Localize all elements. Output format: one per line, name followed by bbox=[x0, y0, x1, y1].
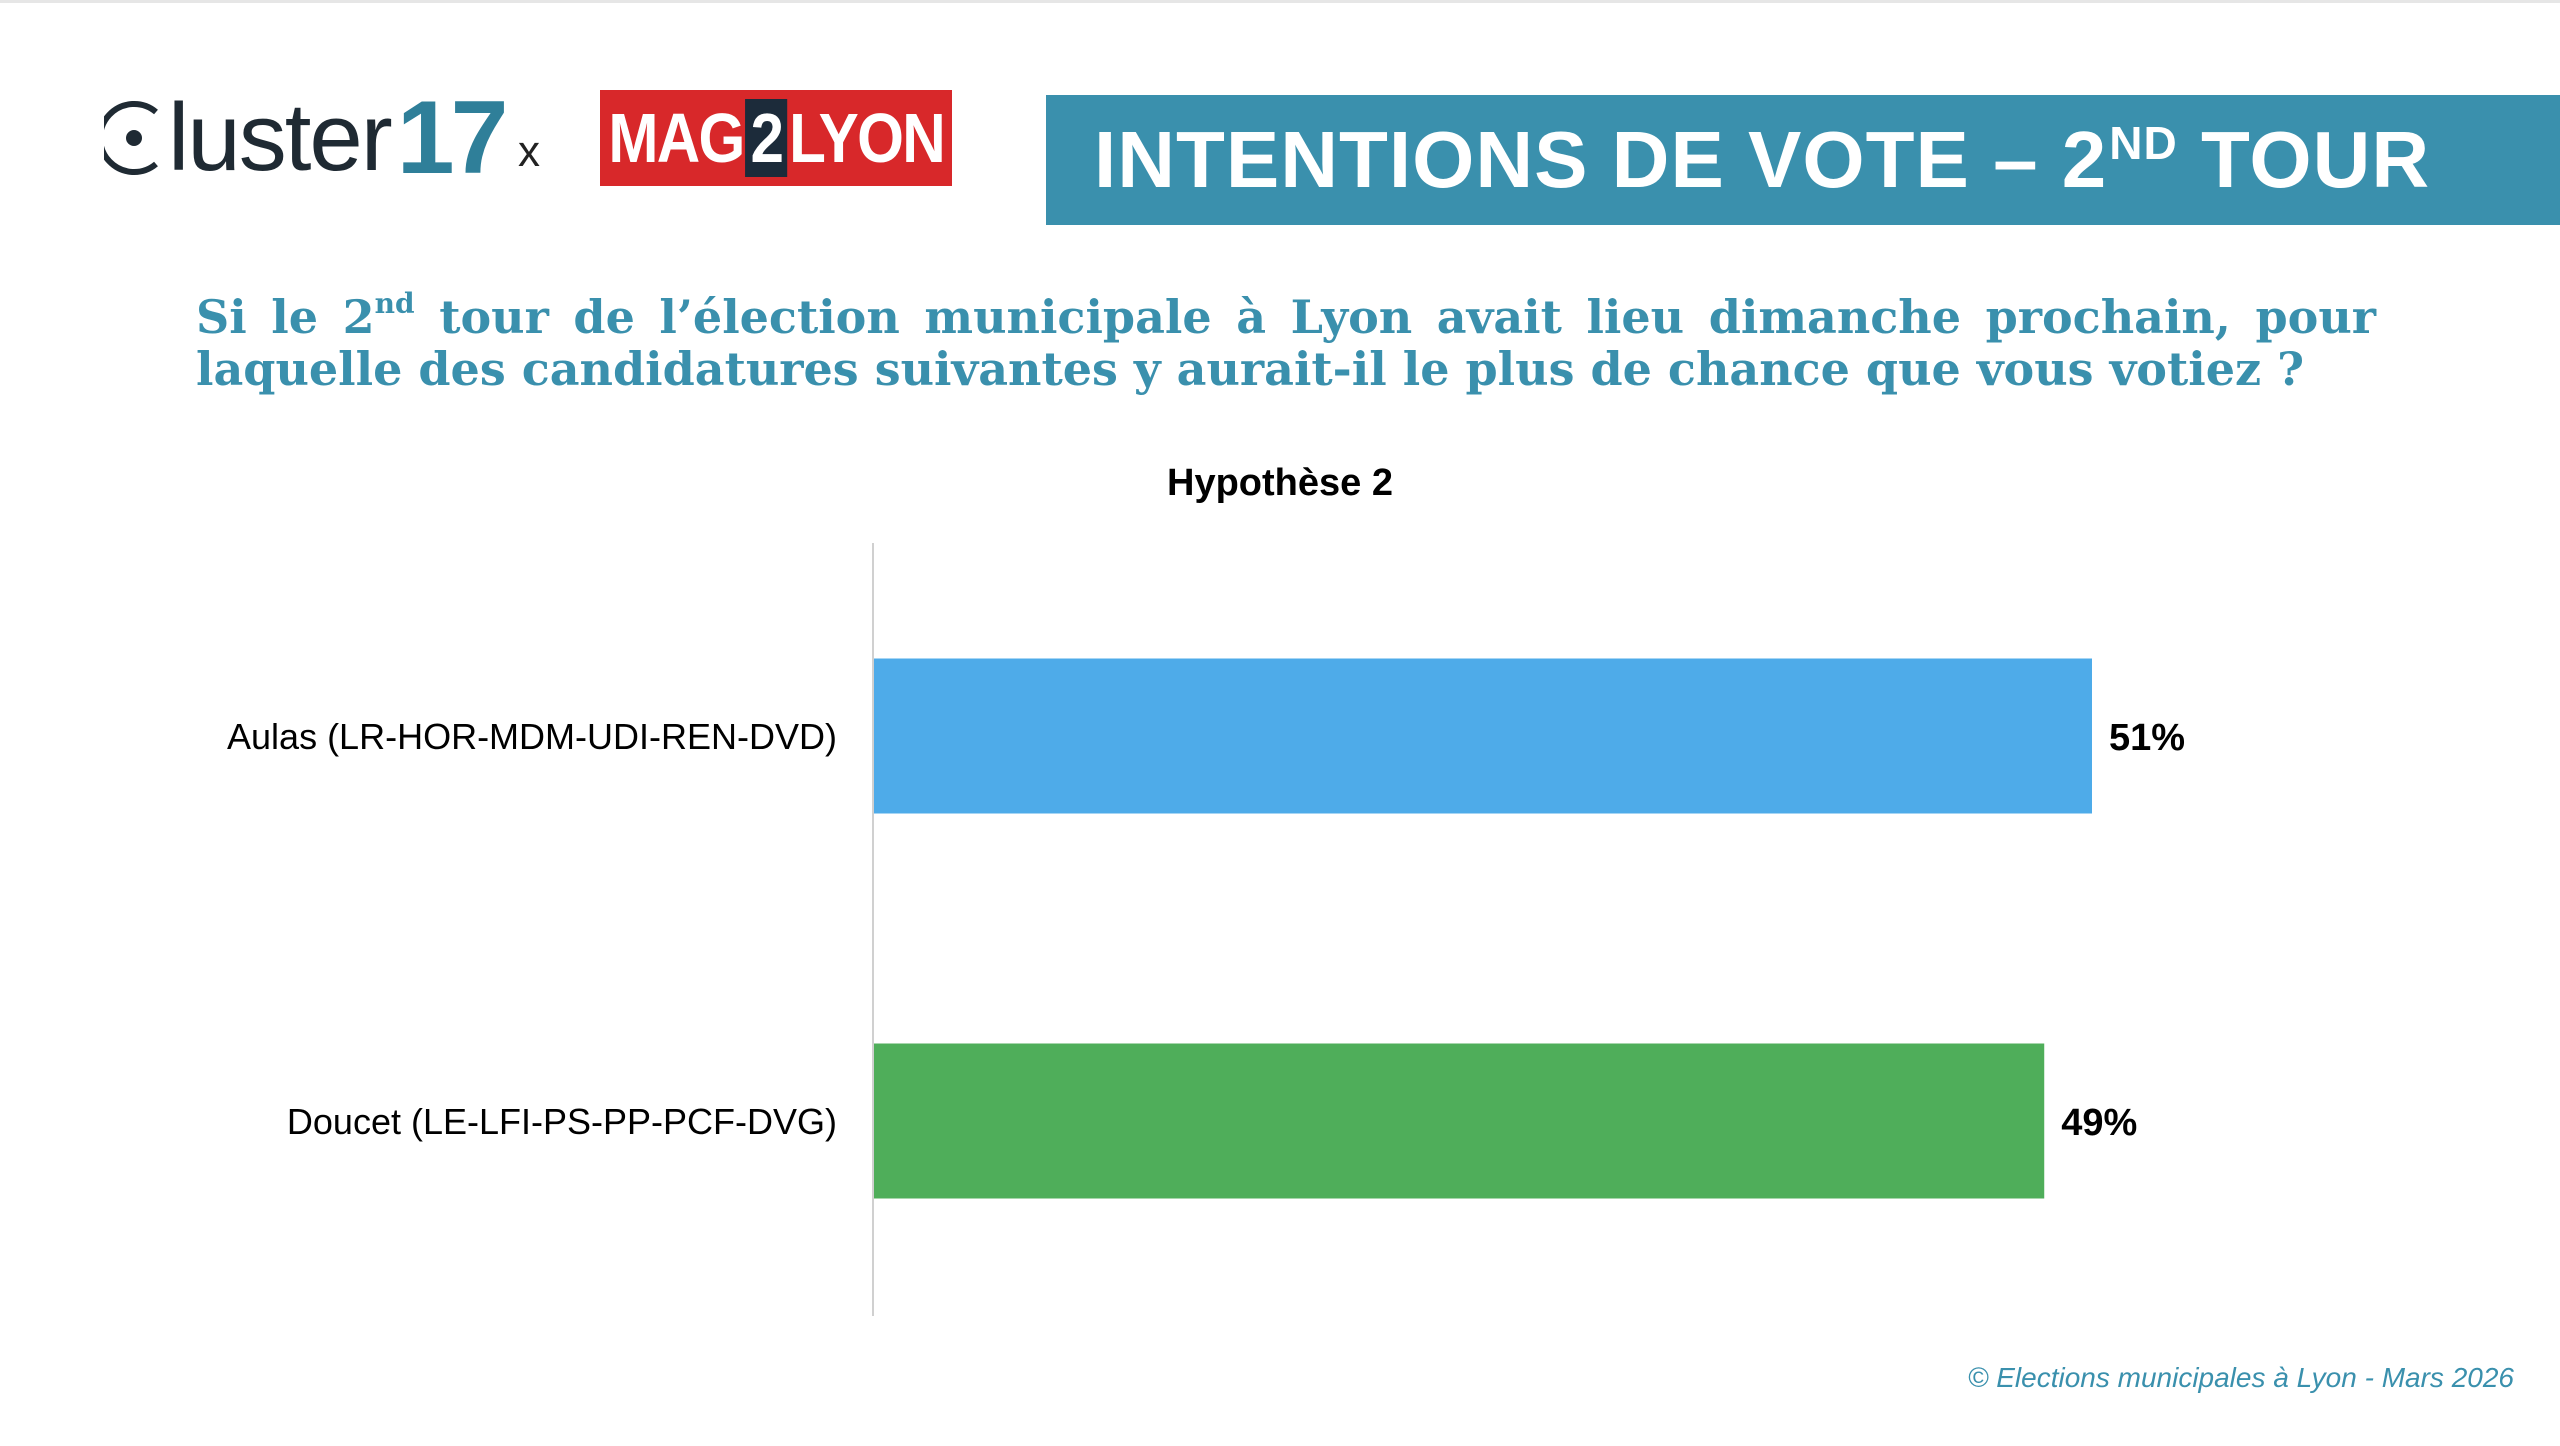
cluster-number: 17 bbox=[396, 80, 509, 196]
cluster-wordmark: luster bbox=[168, 84, 393, 191]
logo-separator: x bbox=[518, 127, 540, 176]
value-label-2: 49% bbox=[2061, 1102, 2137, 1144]
survey-question: Si le 2nd tour de l’élection municipale … bbox=[196, 278, 2376, 395]
chart-title: Hypothèse 2 bbox=[1167, 462, 1393, 504]
question-part2: tour de l’élection municipale à Lyon ava… bbox=[196, 290, 2376, 396]
category-label-1: Aulas (LR-HOR-MDM-UDI-REN-DVD) bbox=[227, 716, 837, 757]
cluster-c-icon bbox=[104, 98, 166, 178]
question-part1: Si le 2 bbox=[196, 290, 375, 344]
top-divider bbox=[0, 0, 2560, 3]
bar-1 bbox=[874, 658, 2092, 814]
question-sup: nd bbox=[374, 287, 415, 320]
bar-2 bbox=[874, 1043, 2045, 1199]
title-end: TOUR bbox=[2177, 115, 2431, 204]
page-title: INTENTIONS DE VOTE – 2ND TOUR bbox=[1094, 114, 2430, 206]
mag-right: LYON bbox=[788, 99, 946, 177]
value-label-1: 51% bbox=[2109, 717, 2185, 759]
mag2lyon-logo: MAG 2 LYON bbox=[600, 90, 952, 186]
title-main: INTENTIONS DE VOTE – 2 bbox=[1094, 115, 2108, 204]
cluster17-logo: luster 17 bbox=[104, 80, 509, 196]
header-banner: INTENTIONS DE VOTE – 2ND TOUR bbox=[1046, 95, 2560, 225]
category-label-2: Doucet (LE-LFI-PS-PP-PCF-DVG) bbox=[287, 1101, 837, 1142]
title-sup: ND bbox=[2109, 117, 2178, 169]
footer-copyright: © Elections municipales à Lyon - Mars 20… bbox=[1967, 1362, 2514, 1393]
mag-left: MAG bbox=[608, 99, 745, 177]
mag-two: 2 bbox=[745, 99, 788, 177]
